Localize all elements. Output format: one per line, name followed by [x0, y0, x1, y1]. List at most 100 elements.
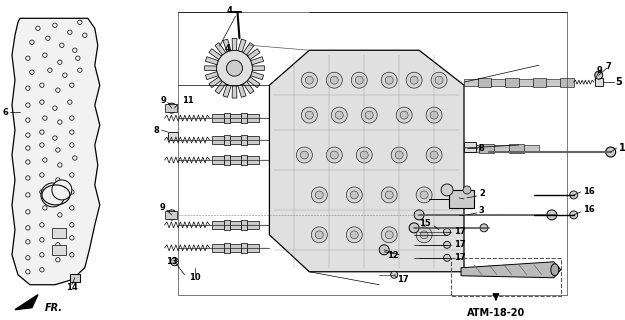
Polygon shape: [209, 77, 221, 88]
Bar: [451, 258, 561, 296]
Polygon shape: [238, 84, 246, 97]
Circle shape: [430, 111, 438, 119]
Circle shape: [381, 187, 397, 203]
Text: 5: 5: [616, 77, 622, 87]
Circle shape: [385, 76, 393, 84]
Circle shape: [426, 107, 442, 123]
Text: 9: 9: [597, 66, 602, 75]
Polygon shape: [243, 43, 254, 55]
Text: 7: 7: [606, 62, 612, 71]
Bar: [164, 211, 177, 219]
Bar: [168, 132, 177, 140]
Circle shape: [52, 180, 72, 200]
Polygon shape: [251, 57, 264, 65]
Text: 3: 3: [479, 206, 485, 215]
Bar: [464, 79, 478, 86]
Polygon shape: [248, 77, 260, 88]
Circle shape: [480, 224, 488, 232]
Bar: [229, 114, 241, 122]
Circle shape: [547, 210, 557, 220]
Text: 10: 10: [189, 273, 201, 282]
Bar: [211, 156, 224, 164]
Bar: [248, 114, 259, 122]
Bar: [224, 135, 229, 145]
Text: 6: 6: [2, 108, 8, 116]
Circle shape: [435, 76, 443, 84]
Circle shape: [385, 231, 393, 239]
Text: 9: 9: [161, 96, 167, 105]
Circle shape: [360, 151, 368, 159]
Bar: [241, 220, 248, 230]
Text: ATM-18-20: ATM-18-20: [467, 308, 525, 318]
Circle shape: [606, 147, 616, 157]
Circle shape: [330, 76, 338, 84]
Polygon shape: [461, 262, 561, 278]
Circle shape: [316, 231, 323, 239]
Circle shape: [311, 187, 328, 203]
Text: 4: 4: [224, 44, 231, 53]
Polygon shape: [253, 66, 264, 71]
Circle shape: [316, 191, 323, 199]
Text: 2: 2: [479, 189, 485, 198]
Polygon shape: [206, 72, 218, 80]
Bar: [560, 78, 574, 87]
Bar: [241, 113, 248, 123]
Bar: [241, 155, 248, 165]
Circle shape: [361, 107, 378, 123]
Bar: [224, 155, 229, 165]
Bar: [224, 243, 229, 253]
Polygon shape: [238, 39, 246, 52]
Circle shape: [365, 111, 373, 119]
Bar: [164, 104, 177, 112]
Polygon shape: [251, 72, 264, 80]
Bar: [248, 221, 259, 229]
Text: 8: 8: [479, 144, 485, 153]
Bar: [52, 228, 66, 238]
Circle shape: [595, 71, 602, 79]
Circle shape: [355, 76, 363, 84]
Circle shape: [570, 211, 578, 219]
Circle shape: [335, 111, 343, 119]
Bar: [519, 79, 532, 86]
Bar: [505, 78, 519, 87]
Text: 16: 16: [582, 188, 594, 196]
Text: 16: 16: [582, 205, 594, 214]
Circle shape: [406, 72, 422, 88]
Circle shape: [416, 227, 432, 243]
Circle shape: [431, 72, 447, 88]
Bar: [595, 78, 602, 86]
Circle shape: [301, 151, 308, 159]
Bar: [464, 145, 479, 151]
Circle shape: [379, 245, 389, 255]
Bar: [229, 244, 241, 252]
Circle shape: [444, 254, 451, 261]
Text: 9: 9: [160, 204, 166, 212]
Bar: [241, 135, 248, 145]
Circle shape: [391, 147, 407, 163]
Bar: [479, 144, 494, 153]
Bar: [229, 156, 241, 164]
Circle shape: [444, 228, 451, 235]
Circle shape: [167, 210, 177, 220]
Circle shape: [400, 111, 408, 119]
Polygon shape: [206, 57, 218, 65]
Bar: [52, 245, 66, 255]
Text: 17: 17: [454, 253, 466, 262]
Circle shape: [216, 50, 252, 86]
Bar: [211, 221, 224, 229]
Bar: [241, 243, 248, 253]
Circle shape: [463, 186, 471, 194]
Circle shape: [414, 210, 424, 220]
Polygon shape: [15, 295, 38, 310]
Text: 17: 17: [397, 275, 409, 284]
Text: 11: 11: [182, 96, 193, 105]
Polygon shape: [215, 43, 226, 55]
Circle shape: [391, 271, 398, 278]
Circle shape: [41, 183, 65, 207]
Bar: [224, 220, 229, 230]
Circle shape: [326, 72, 342, 88]
Polygon shape: [223, 84, 231, 97]
Polygon shape: [232, 86, 237, 98]
Bar: [229, 221, 241, 229]
Circle shape: [326, 147, 342, 163]
